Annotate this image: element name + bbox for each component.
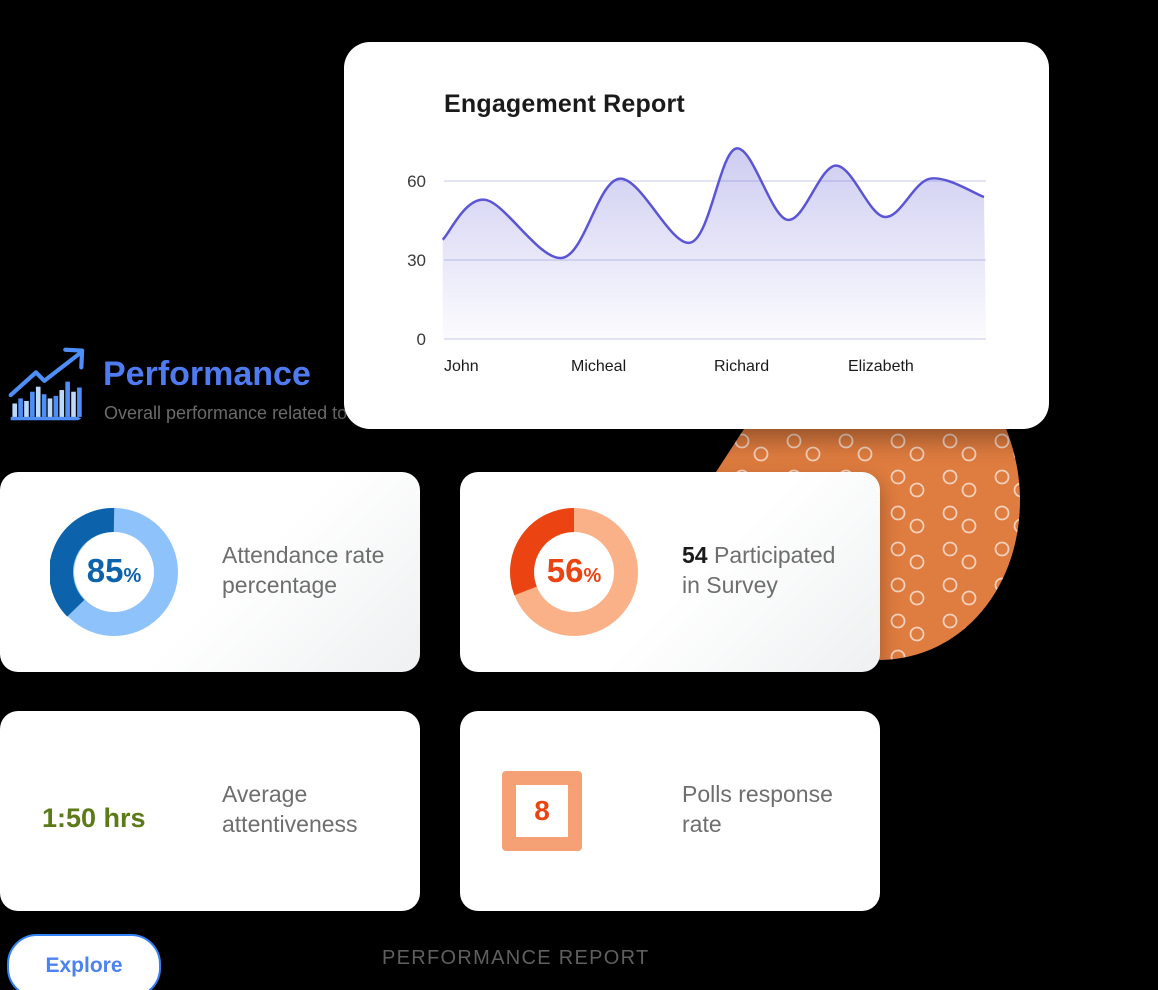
svg-text:John: John xyxy=(444,358,479,375)
svg-text:30: 30 xyxy=(407,251,426,270)
svg-text:Elizabeth: Elizabeth xyxy=(848,358,914,375)
svg-text:56%: 56% xyxy=(547,552,602,589)
svg-text:0: 0 xyxy=(417,330,426,349)
svg-text:60: 60 xyxy=(407,172,426,191)
svg-text:85%: 85% xyxy=(87,552,142,589)
svg-text:Richard: Richard xyxy=(714,358,769,375)
svg-text:Micheal: Micheal xyxy=(571,358,626,375)
